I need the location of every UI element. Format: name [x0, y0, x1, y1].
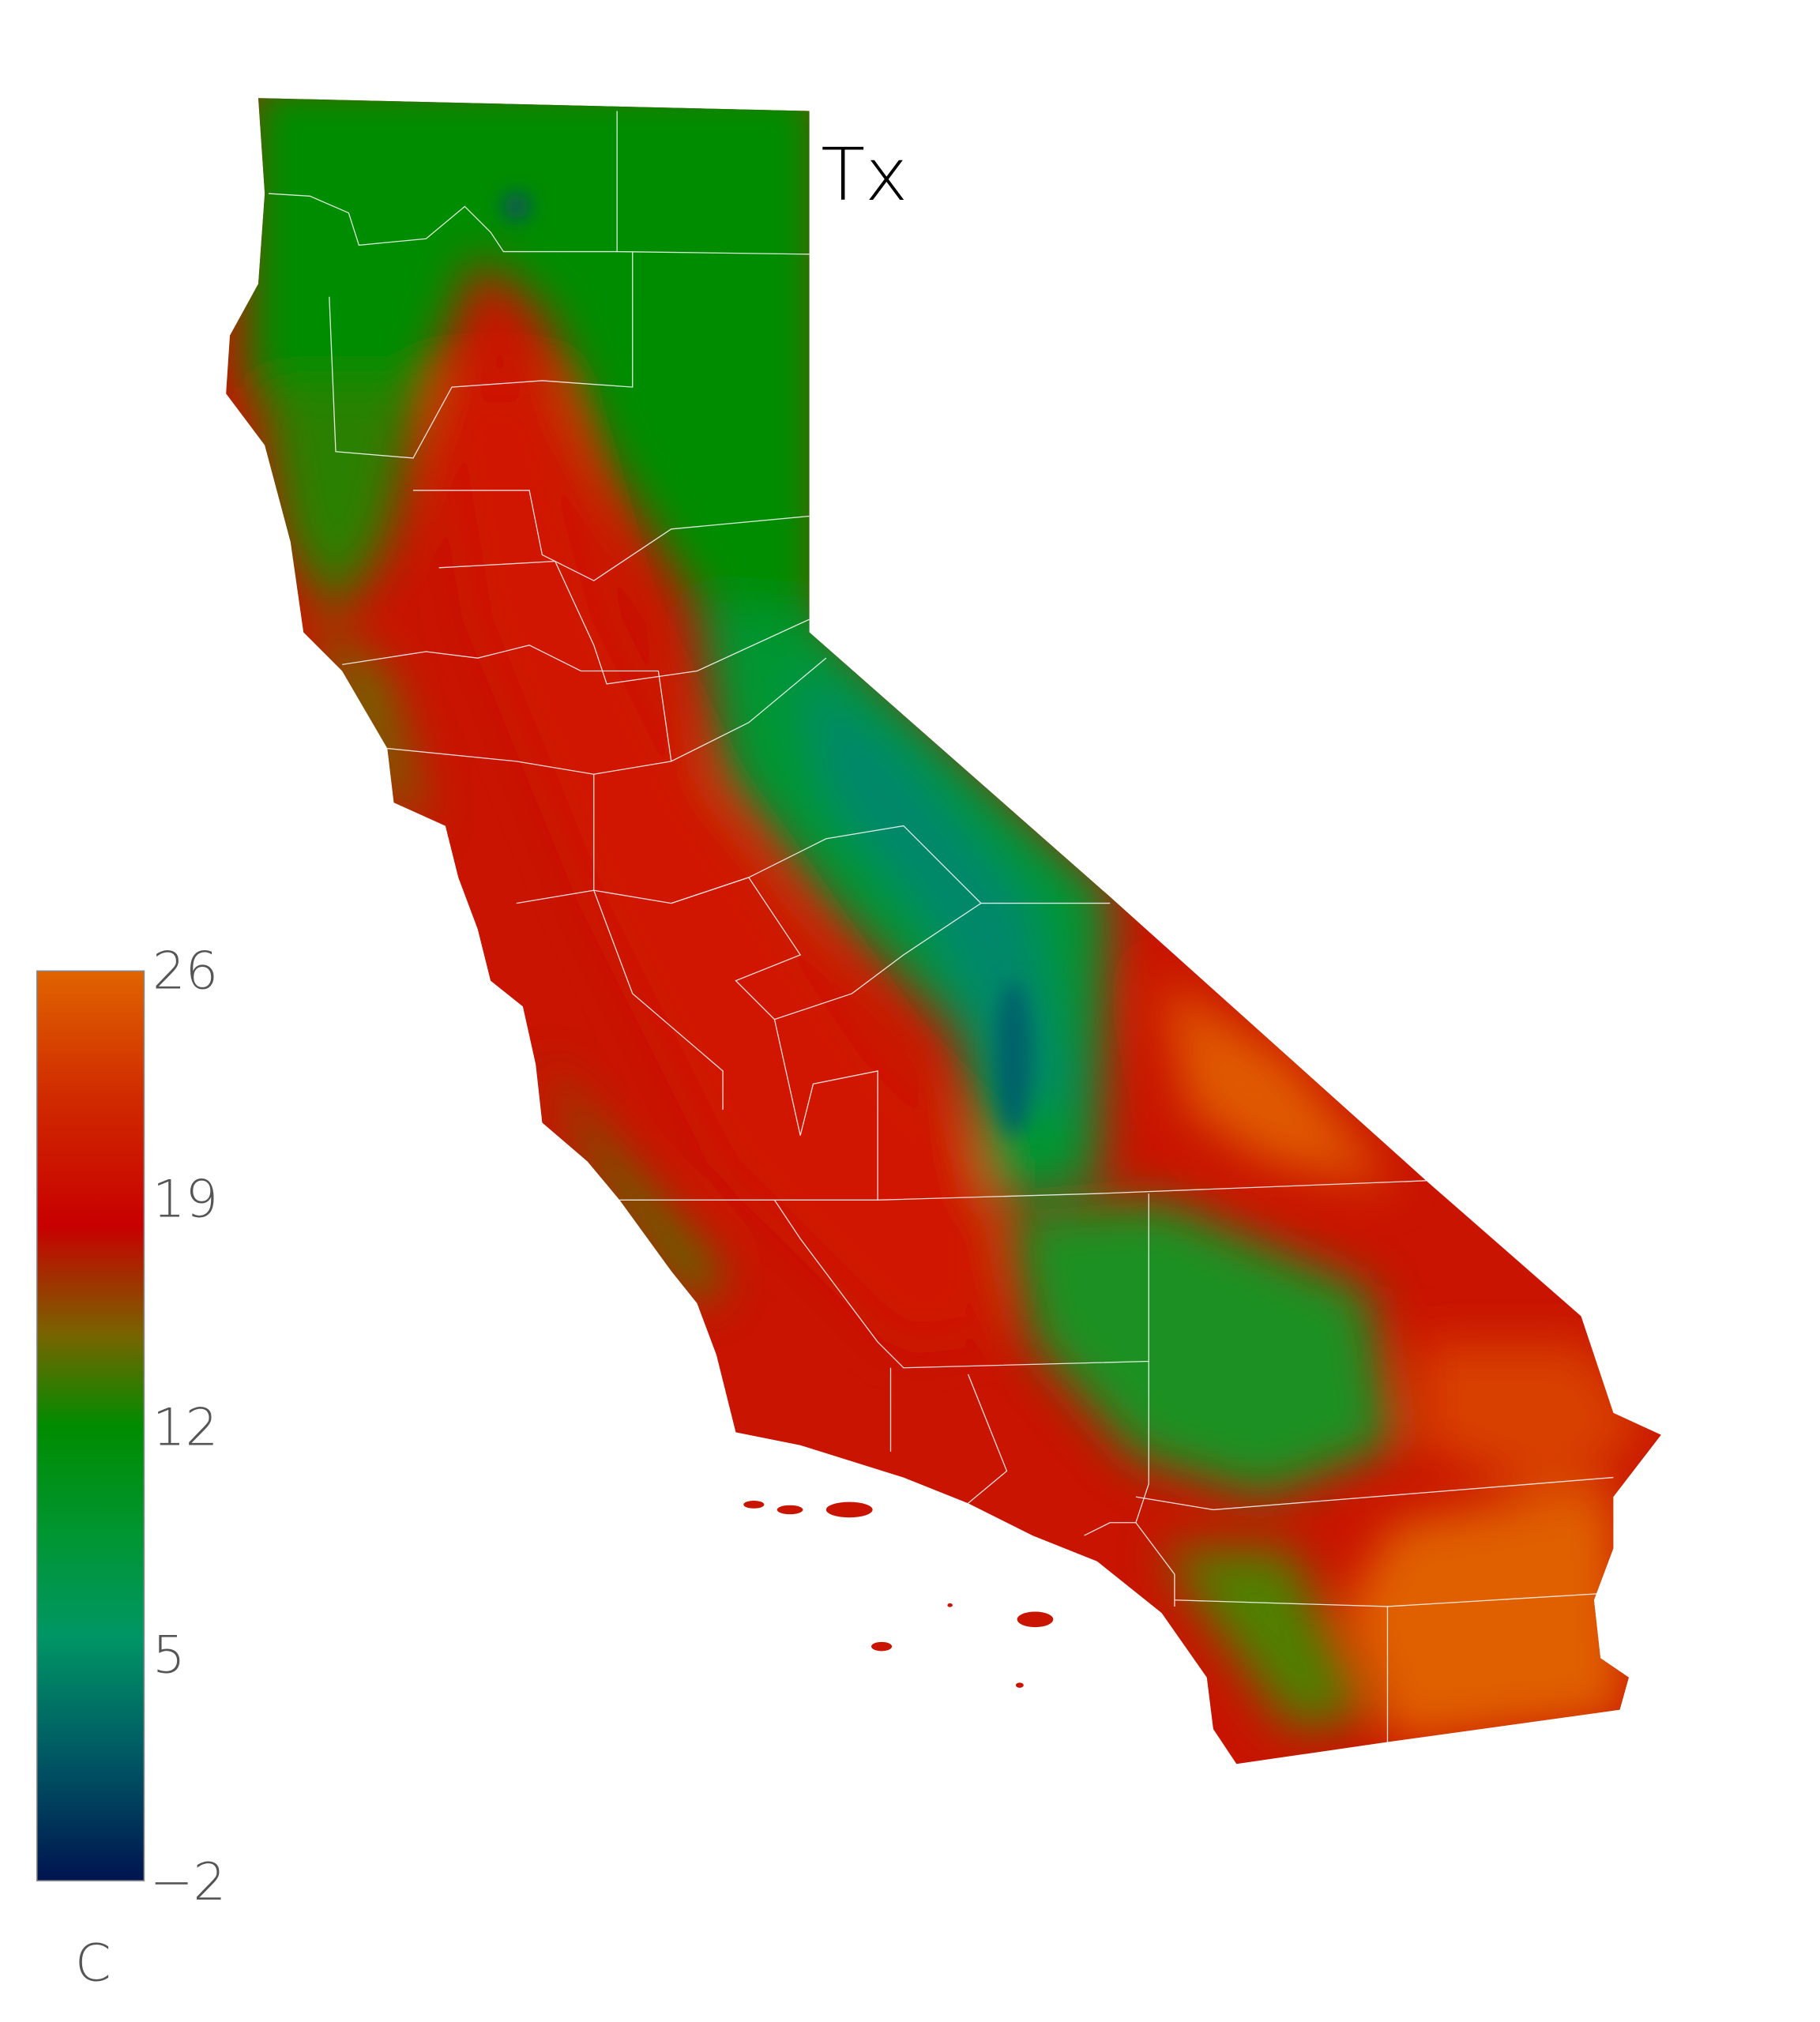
colorbar-tick-5: 5: [152, 1625, 186, 1685]
colorbar-unit: C: [75, 1934, 111, 1994]
colorbar: 26 19 12 5 −2 C: [36, 941, 226, 1994]
colorbar-tick-minus2: −2: [150, 1852, 226, 1912]
map-title: Tx: [821, 133, 908, 217]
channel-islands: [743, 1500, 1054, 1688]
colorbar-tick-26: 26: [152, 941, 218, 1001]
colorbar-tick-19: 19: [152, 1170, 218, 1230]
colorbar-tick-12: 12: [152, 1398, 218, 1458]
county-boundaries: [269, 111, 1614, 1742]
colorbar-gradient: [36, 970, 145, 1881]
